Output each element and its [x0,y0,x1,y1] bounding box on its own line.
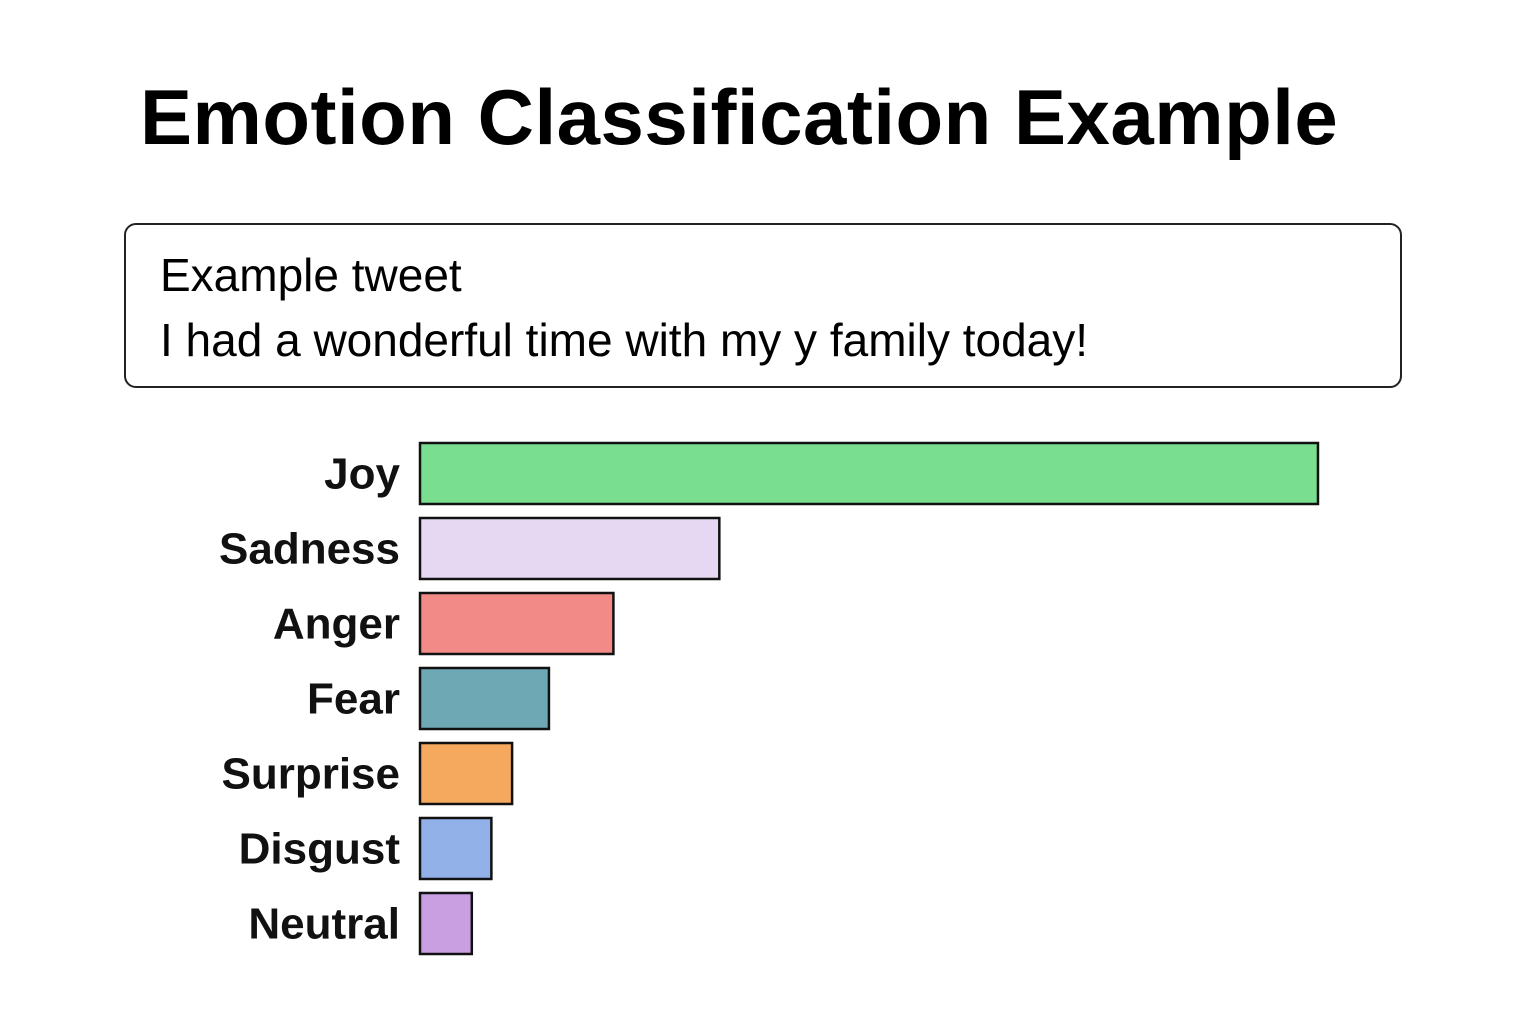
bar-anger [418,591,615,656]
category-label-disgust: Disgust [239,825,401,874]
bar-joy [418,441,1320,506]
category-label-fear: Fear [307,675,400,724]
category-label-sadness: Sadness [219,525,400,574]
tweet-box: Example tweet I had a wonderful time wit… [124,223,1402,388]
tweet-heading: Example tweet [160,249,462,301]
bar-fear [418,666,551,731]
category-label-anger: Anger [273,600,400,649]
bar-disgust [418,816,493,881]
bar-surprise [418,741,514,806]
page-title: Emotion Classification Example [140,73,1339,161]
bar-neutral [418,891,474,956]
category-label-joy: Joy [324,450,400,499]
bar-sadness [418,516,721,581]
category-label-neutral: Neutral [248,900,400,949]
tweet-text: I had a wonderful time with my y family … [160,314,1089,366]
category-label-surprise: Surprise [221,750,400,799]
